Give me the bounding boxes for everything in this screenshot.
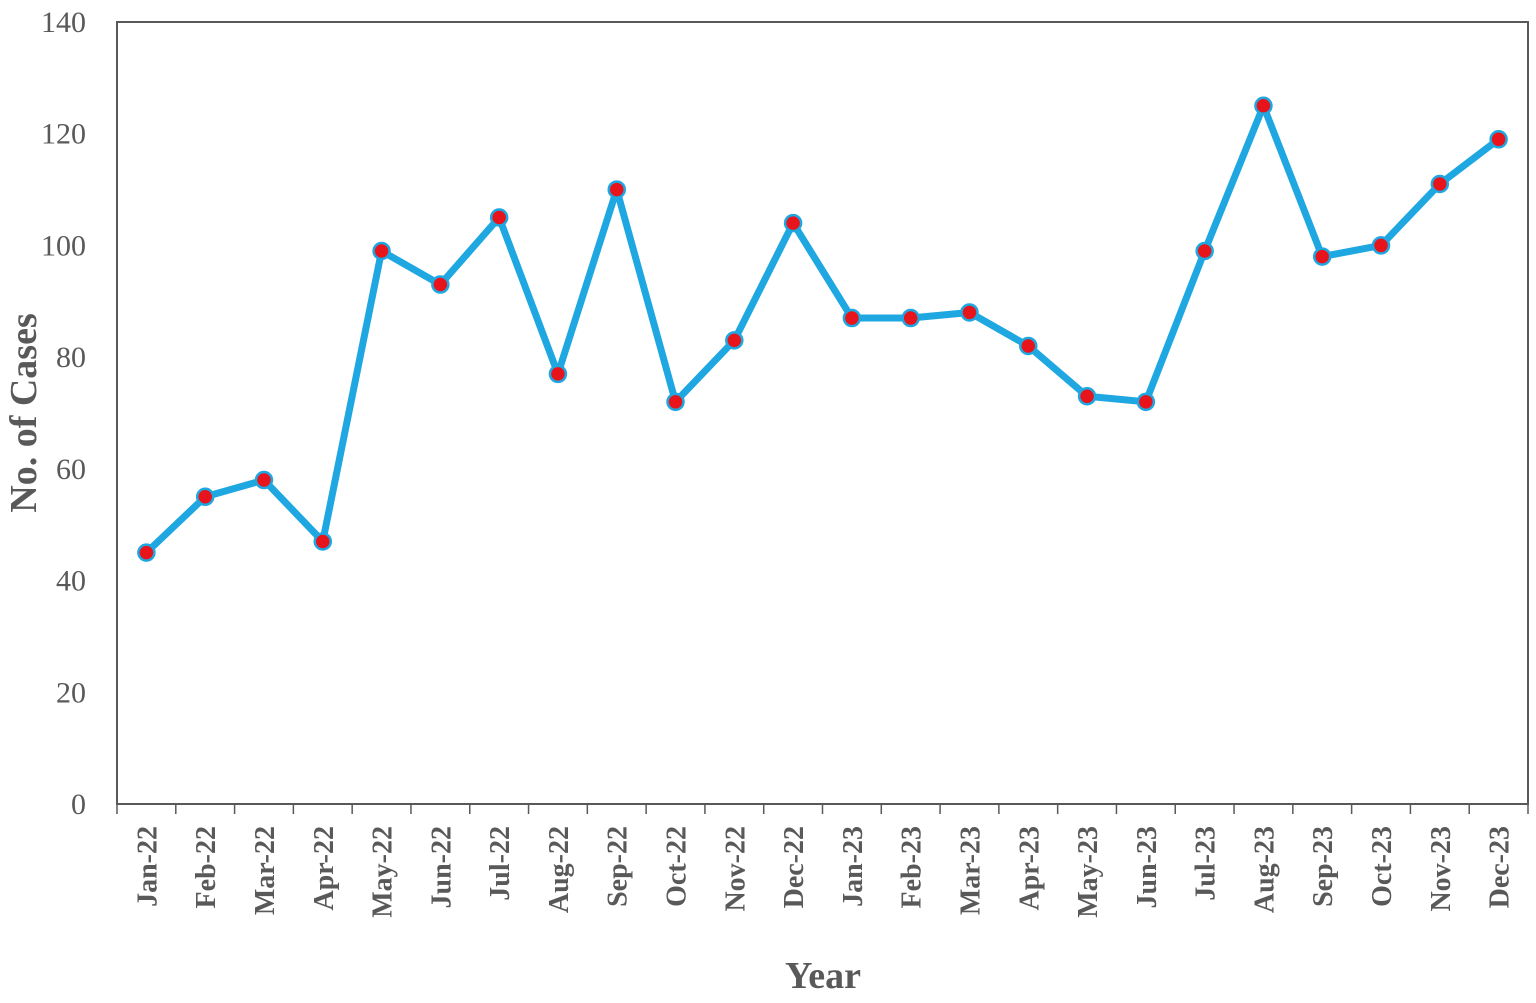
y-axis-title: No. of Cases [3, 313, 45, 512]
data-point [1430, 174, 1450, 194]
data-point [842, 308, 862, 328]
data-point [607, 180, 626, 199]
y-tick-label: 100 [41, 229, 86, 262]
x-tick-label: Nov-23 [1426, 826, 1457, 912]
x-tick-label: Feb-23 [897, 826, 928, 908]
x-tick-label: Sep-23 [1308, 826, 1339, 907]
y-axis-ticks: 0 20 40 60 80 100 120 140 [41, 6, 86, 821]
y-tick-label: 40 [56, 565, 86, 598]
data-point [725, 331, 744, 350]
data-point [1077, 386, 1097, 406]
x-tick-label: Dec-23 [1485, 826, 1516, 908]
data-point [1019, 336, 1038, 356]
x-tick-label: Jun-23 [1132, 826, 1163, 908]
x-tick-label: Jan-22 [132, 826, 163, 907]
x-tick-label: Jun-22 [426, 826, 457, 908]
data-point [666, 392, 685, 412]
data-point [960, 303, 979, 322]
data-point [548, 364, 568, 384]
data-point [783, 213, 803, 233]
x-tick-label: Mar-22 [250, 826, 281, 915]
data-point [901, 308, 920, 328]
x-tick-label: Apr-22 [309, 826, 340, 911]
data-point [137, 543, 156, 562]
x-tick-label: Oct-22 [662, 826, 693, 907]
plot-area-frame [116, 21, 1529, 805]
data-point [195, 487, 215, 507]
data-point [1136, 392, 1156, 412]
x-tick-label: Feb-22 [191, 826, 222, 908]
data-point [431, 275, 450, 294]
x-tick-label: Nov-22 [720, 826, 751, 912]
x-tick-label: Jan-23 [838, 826, 869, 907]
data-point [1195, 241, 1214, 261]
x-tick-label: Mar-23 [955, 826, 986, 915]
x-tick-label: May-23 [1073, 826, 1104, 918]
data-point [1312, 247, 1332, 266]
data-point [1254, 96, 1273, 116]
y-tick-label: 120 [41, 118, 86, 151]
series-line [142, 102, 1503, 557]
data-point [254, 470, 274, 490]
x-tick-label: Dec-22 [779, 826, 810, 908]
x-axis-ticks: Jan-22 Feb-22 Mar-22 Apr-22 May-22 Jun-22 Jul-… [116, 804, 1529, 918]
x-tick-label: Aug-23 [1249, 826, 1280, 913]
x-tick-label: Aug-22 [544, 826, 575, 913]
data-point [489, 208, 509, 227]
y-tick-label: 0 [71, 788, 86, 821]
y-tick-label: 80 [56, 341, 86, 374]
x-tick-label: Jul-22 [485, 826, 516, 901]
data-point [372, 241, 391, 261]
y-tick-label: 140 [41, 6, 86, 39]
x-tick-label: May-22 [368, 826, 399, 918]
y-tick-label: 60 [56, 453, 86, 486]
x-tick-label: Sep-22 [603, 826, 634, 907]
x-tick-label: Oct-23 [1367, 826, 1398, 907]
data-point [1489, 130, 1508, 149]
x-tick-label: Jul-23 [1191, 826, 1222, 901]
data-point [313, 532, 333, 551]
y-tick-label: 20 [56, 676, 86, 709]
x-axis-title: Year [785, 955, 861, 997]
data-point [1371, 236, 1391, 255]
series-layer [137, 96, 1508, 562]
x-tick-label: Apr-23 [1014, 826, 1045, 911]
